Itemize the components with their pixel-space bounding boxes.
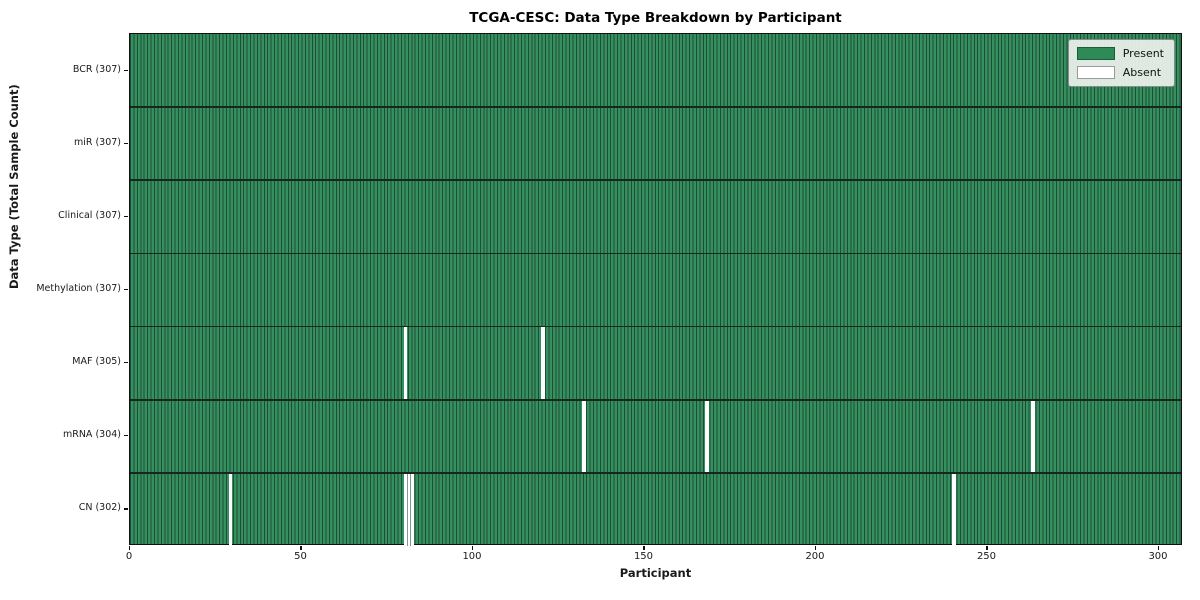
y-tick-mark [124,142,128,144]
x-tick-mark [129,546,131,550]
legend-absent-label: Absent [1122,66,1162,79]
legend: Present Absent [1067,39,1175,87]
x-tick-label-300: 300 [1148,551,1168,562]
x-tick-mark [986,546,988,550]
x-tick-mark [814,546,817,550]
absent-cell-CN-81 [407,473,411,546]
x-tick-label-100: 100 [462,551,482,562]
row-separator [130,325,1181,328]
y-tick-mark [124,508,128,510]
y-tick-label-miR: miR (307) [73,136,121,148]
x-tick-mark [643,546,645,550]
row-separator [130,398,1181,401]
row-separator [130,472,1181,474]
absent-cell-MAF-80 [403,327,408,399]
x-tick-label-150: 150 [633,551,654,562]
legend-item-present: Present [1076,47,1164,60]
chart-title: TCGA-CESC: Data Type Breakdown by Partic… [469,10,842,26]
x-tick-mark [300,546,302,550]
x-tick-label-50: 50 [294,551,307,562]
y-tick-mark [124,435,128,437]
absent-cell-CN-29 [228,473,233,546]
legend-present-label: Present [1122,47,1164,60]
y-tick-mark [124,362,128,364]
y-tick-label-BCR: BCR (307) [72,63,121,75]
y-tick-mark [124,69,128,71]
y-tick-label-CN: CN (302) [78,502,121,514]
x-axis-label: Participant [619,566,692,580]
absent-cell-mRNA-263 [1031,400,1036,473]
y-tick-label-mRNA: mRNA (304) [62,429,121,441]
absent-cell-MAF-120 [540,327,545,399]
y-tick-label-Clinical: Clinical (307) [58,209,121,221]
row-separator [130,252,1181,255]
legend-absent-swatch [1076,66,1115,79]
x-tick-label-200: 200 [805,551,825,562]
absent-cell-CN-82 [410,473,415,546]
legend-item-absent: Absent [1076,66,1164,79]
absent-cell-mRNA-132 [581,400,586,473]
absent-cell-mRNA-168 [705,400,710,473]
absent-cell-CN-240 [952,473,957,546]
row-separator [130,179,1181,182]
row-separator [130,106,1181,108]
x-tick-mark [1157,546,1160,550]
plot-area: Present Absent [129,33,1182,546]
absent-cell-CN-80 [403,473,408,546]
y-tick-mark [124,215,128,218]
y-tick-label-MAF: MAF (305) [72,356,121,368]
x-tick-label-250: 250 [976,551,997,562]
x-tick-label-0: 0 [125,551,133,562]
legend-present-swatch [1076,47,1115,60]
y-tick-mark [124,289,128,291]
y-tick-label-Methylation: Methylation (307) [36,283,121,294]
x-tick-mark [471,546,474,550]
